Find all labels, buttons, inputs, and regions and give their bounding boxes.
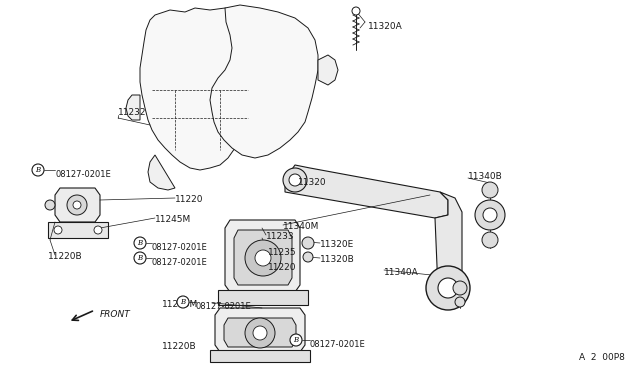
Text: 11320: 11320 [298, 178, 326, 187]
Polygon shape [218, 290, 308, 305]
Circle shape [255, 250, 271, 266]
Polygon shape [210, 350, 310, 362]
Circle shape [245, 240, 281, 276]
Circle shape [73, 201, 81, 209]
Circle shape [352, 7, 360, 15]
Text: 11220: 11220 [175, 195, 204, 204]
Polygon shape [126, 95, 140, 120]
Text: 08127-0201E: 08127-0201E [196, 302, 252, 311]
Circle shape [54, 226, 62, 234]
Polygon shape [48, 222, 108, 238]
Circle shape [303, 252, 313, 262]
Text: 11233: 11233 [266, 232, 294, 241]
Polygon shape [435, 192, 462, 292]
Circle shape [289, 174, 301, 186]
Text: FRONT: FRONT [100, 310, 131, 319]
Text: 11320B: 11320B [320, 255, 355, 264]
Text: B: B [138, 239, 143, 247]
Text: 08127-0201E: 08127-0201E [152, 258, 208, 267]
Circle shape [302, 237, 314, 249]
Polygon shape [318, 55, 338, 85]
Circle shape [438, 278, 458, 298]
Circle shape [290, 334, 302, 346]
Circle shape [253, 326, 267, 340]
Text: B: B [138, 254, 143, 262]
Circle shape [453, 281, 467, 295]
Circle shape [245, 318, 275, 348]
Text: 11220B: 11220B [162, 342, 196, 351]
Polygon shape [224, 318, 296, 347]
Circle shape [134, 252, 146, 264]
Circle shape [482, 182, 498, 198]
Text: 11320E: 11320E [320, 240, 355, 249]
Text: 11340A: 11340A [384, 268, 419, 277]
Polygon shape [55, 188, 100, 222]
Circle shape [32, 164, 44, 176]
Polygon shape [225, 220, 300, 292]
Polygon shape [234, 230, 292, 285]
Text: 11232: 11232 [118, 108, 147, 117]
Circle shape [67, 195, 87, 215]
Text: 08127-0201E: 08127-0201E [55, 170, 111, 179]
Text: 08127-0201E: 08127-0201E [310, 340, 365, 349]
Text: 11220: 11220 [268, 263, 296, 272]
Circle shape [426, 266, 470, 310]
Polygon shape [140, 8, 255, 170]
Circle shape [475, 200, 505, 230]
Circle shape [283, 168, 307, 192]
Polygon shape [215, 308, 305, 352]
Circle shape [483, 208, 497, 222]
Polygon shape [148, 155, 175, 190]
Text: 11245M: 11245M [162, 300, 198, 309]
Circle shape [134, 237, 146, 249]
Text: A  2  00P8: A 2 00P8 [579, 353, 625, 362]
Circle shape [45, 200, 55, 210]
Polygon shape [210, 5, 318, 158]
Text: B: B [180, 298, 186, 306]
Text: 11235: 11235 [268, 248, 296, 257]
Text: B: B [35, 166, 40, 174]
Text: B: B [293, 336, 299, 344]
Circle shape [482, 232, 498, 248]
Text: 11340B: 11340B [468, 172, 503, 181]
Text: 08127-0201E: 08127-0201E [152, 243, 208, 252]
Text: 11245M: 11245M [155, 215, 191, 224]
Circle shape [455, 297, 465, 307]
Polygon shape [285, 165, 448, 218]
Circle shape [177, 296, 189, 308]
Text: 11220B: 11220B [48, 252, 83, 261]
Text: 11340M: 11340M [283, 222, 319, 231]
Circle shape [94, 226, 102, 234]
Text: 11320A: 11320A [368, 22, 403, 31]
